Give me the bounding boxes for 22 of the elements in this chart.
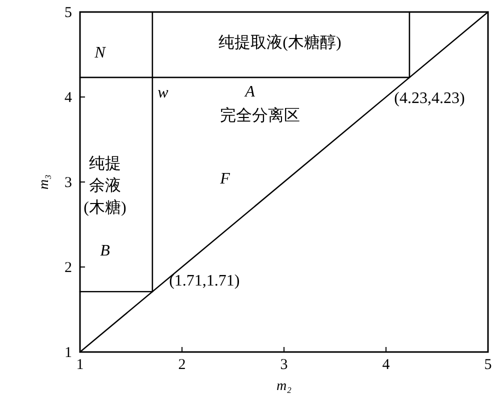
annotation: w: [158, 84, 169, 102]
annotation: N: [94, 44, 107, 62]
y-axis-title: m₃: [37, 174, 52, 190]
annotation: 纯提取液(木糖醇): [218, 34, 342, 52]
annotation: B: [100, 242, 110, 260]
annotation: 完全分离区: [220, 106, 300, 125]
y-tick-label: 2: [64, 260, 72, 276]
x-tick-label: 4: [382, 357, 390, 373]
x-tick-label: 2: [178, 357, 186, 373]
x-axis-title: m₂: [276, 379, 292, 394]
x-tick-label: 5: [484, 357, 492, 373]
annotation: (1.71,1.71): [169, 272, 240, 290]
annotation: A: [244, 84, 256, 101]
x-tick-label: 1: [76, 357, 84, 373]
y-tick-label: 5: [64, 5, 72, 21]
annotation: F: [219, 170, 230, 188]
annotation: (4.23,4.23): [394, 90, 465, 108]
x-tick-label: 3: [280, 357, 288, 373]
y-tick-label: 4: [64, 90, 72, 106]
annotation: 纯提余液(木糖): [84, 156, 126, 217]
y-tick-label: 3: [64, 175, 72, 191]
y-tick-label: 1: [64, 345, 72, 361]
